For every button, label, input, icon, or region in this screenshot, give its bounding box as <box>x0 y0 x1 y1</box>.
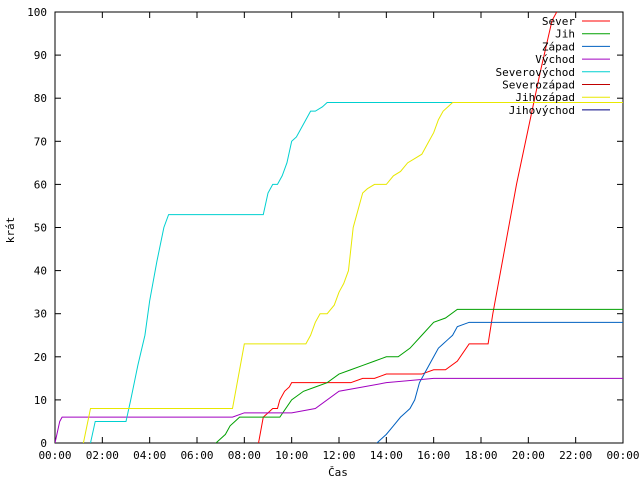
x-tick-label: 00:00 <box>38 449 71 462</box>
legend: SeverJihZápadVýchodSeverovýchodSeverozáp… <box>496 15 610 117</box>
y-tick-label: 20 <box>34 351 47 364</box>
y-tick-label: 90 <box>34 49 47 62</box>
x-tick-label: 12:00 <box>322 449 355 462</box>
legend-label-jih: Jih <box>555 28 575 41</box>
series-line-sever <box>258 12 558 443</box>
y-tick-label: 60 <box>34 178 47 191</box>
x-tick-label: 16:00 <box>417 449 450 462</box>
legend-label-vychod: Východ <box>535 53 575 66</box>
series-line-vychod <box>55 377 623 443</box>
legend-label-jihovychod: Jihovýchod <box>509 104 575 117</box>
series-line-jih <box>215 308 623 443</box>
legend-label-zapad: Západ <box>542 40 575 53</box>
y-tick-label: 0 <box>40 437 47 450</box>
y-tick-label: 30 <box>34 308 47 321</box>
legend-label-jihozapad: Jihozápad <box>515 91 575 104</box>
x-tick-label: 20:00 <box>512 449 545 462</box>
y-tick-label: 100 <box>27 6 47 19</box>
y-tick-label: 50 <box>34 222 47 235</box>
x-tick-label: 18:00 <box>464 449 497 462</box>
y-tick-label: 80 <box>34 92 47 105</box>
series-line-jihozapad <box>82 102 623 443</box>
x-tick-label: 00:00 <box>606 449 639 462</box>
y-tick-label: 70 <box>34 135 47 148</box>
x-axis-label: Čas <box>328 466 348 479</box>
legend-label-severozapad: Severozápad <box>502 79 575 92</box>
legend-label-sever: Sever <box>542 15 575 28</box>
y-tick-label: 40 <box>34 265 47 278</box>
x-tick-label: 08:00 <box>228 449 261 462</box>
x-tick-label: 06:00 <box>180 449 213 462</box>
x-tick-label: 14:00 <box>370 449 403 462</box>
y-tick-label: 10 <box>34 394 47 407</box>
x-tick-label: 02:00 <box>86 449 119 462</box>
y-axis-label: krát <box>4 217 17 244</box>
series-layer <box>55 12 623 443</box>
x-tick-label: 04:00 <box>133 449 166 462</box>
series-line-severovychod <box>90 102 623 443</box>
series-line-zapad <box>376 321 623 443</box>
x-tick-label: 10:00 <box>275 449 308 462</box>
legend-label-severovychod: Severovýchod <box>496 66 575 79</box>
x-tick-label: 22:00 <box>559 449 592 462</box>
axis-layer: 0 10 20 30 40 50 60 70 80 90 100 00:00 02:00 04:00 06:… <box>27 6 639 462</box>
